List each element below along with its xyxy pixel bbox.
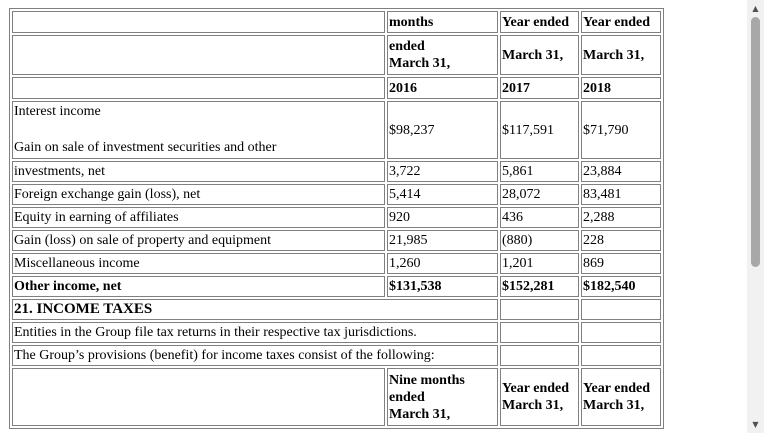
table-row: Interest income Gain on sale of investme…	[12, 101, 661, 159]
row-label: Foreign exchange gain (loss), net	[12, 184, 385, 205]
table-row: The Group’s provisions (benefit) for inc…	[12, 345, 661, 366]
scrollbar-thumb[interactable]	[751, 17, 760, 267]
column-header: Year ended	[581, 11, 661, 33]
column-header: 2017	[500, 77, 579, 99]
table-cell: 436	[500, 207, 579, 228]
table-row: ended March 31, March 31, March 31,	[12, 35, 661, 75]
column-header: Year ended March 31,	[500, 368, 579, 426]
table-row: Nine months ended March 31, Year ended M…	[12, 368, 661, 426]
column-header: ended March 31,	[387, 35, 498, 75]
column-header: March 31,	[500, 35, 579, 75]
scroll-down-icon[interactable]: ▼	[752, 420, 759, 429]
table-cell: 2,288	[581, 207, 661, 228]
column-header: 2018	[581, 77, 661, 99]
row-label-gain: Gain on sale of investment securities an…	[14, 140, 277, 155]
table-cell	[581, 345, 661, 366]
table-cell	[12, 77, 385, 99]
total-label: Other income, net	[12, 276, 385, 297]
table-row: Foreign exchange gain (loss), net 5,414 …	[12, 184, 661, 205]
row-label: Gain (loss) on sale of property and equi…	[12, 230, 385, 251]
table-row: investments, net 3,722 5,861 23,884	[12, 161, 661, 182]
row-label: Miscellaneous income	[12, 253, 385, 274]
table-row: Gain (loss) on sale of property and equi…	[12, 230, 661, 251]
table-cell: 21,985	[387, 230, 498, 251]
table-row: Miscellaneous income 1,260 1,201 869	[12, 253, 661, 274]
table-cell	[12, 35, 385, 75]
column-header: March 31,	[581, 35, 661, 75]
table-cell	[12, 11, 385, 33]
table-row: months Year ended Year ended	[12, 11, 661, 33]
column-header: Nine months ended March 31,	[387, 368, 498, 426]
note-text: The Group’s provisions (benefit) for inc…	[12, 345, 498, 366]
vertical-scrollbar[interactable]: ▲ ▼	[747, 0, 764, 433]
table-cell: 228	[581, 230, 661, 251]
table-cell: 3,722	[387, 161, 498, 182]
income-table: months Year ended Year ended ended March…	[9, 8, 664, 429]
total-cell: $182,540	[581, 276, 661, 297]
total-cell: $152,281	[500, 276, 579, 297]
row-label-interest: Interest income	[14, 104, 101, 119]
table-cell: 1,201	[500, 253, 579, 274]
table-cell: 5,414	[387, 184, 498, 205]
table-cell: 28,072	[500, 184, 579, 205]
note-text: Entities in the Group file tax returns i…	[12, 322, 498, 343]
table-row: Entities in the Group file tax returns i…	[12, 322, 661, 343]
row-label: Equity in earning of affiliates	[12, 207, 385, 228]
column-header: Year ended	[500, 11, 579, 33]
column-header: 2016	[387, 77, 498, 99]
table-cell	[500, 322, 579, 343]
table-cell	[581, 299, 661, 320]
table-cell: 5,861	[500, 161, 579, 182]
table-cell: 869	[581, 253, 661, 274]
table-cell: $98,237	[387, 101, 498, 159]
column-header: Year ended March 31,	[581, 368, 661, 426]
scroll-up-icon[interactable]: ▲	[752, 4, 759, 13]
table-cell: 920	[387, 207, 498, 228]
row-label: Interest income Gain on sale of investme…	[12, 101, 385, 159]
table-row: 2016 2017 2018	[12, 77, 661, 99]
table-cell: 23,884	[581, 161, 661, 182]
table-cell	[500, 299, 579, 320]
table-cell: 83,481	[581, 184, 661, 205]
table-row: 21. INCOME TAXES	[12, 299, 661, 320]
column-header: months	[387, 11, 498, 33]
row-label: investments, net	[12, 161, 385, 182]
table-cell	[500, 345, 579, 366]
table-row: Other income, net $131,538 $152,281 $182…	[12, 276, 661, 297]
total-cell: $131,538	[387, 276, 498, 297]
table-row: Equity in earning of affiliates 920 436 …	[12, 207, 661, 228]
section-title: 21. INCOME TAXES	[12, 299, 498, 320]
table-cell: $71,790	[581, 101, 661, 159]
table-cell	[12, 368, 385, 426]
table-cell	[581, 322, 661, 343]
table-cell: 1,260	[387, 253, 498, 274]
table-cell: (880)	[500, 230, 579, 251]
table-cell: $117,591	[500, 101, 579, 159]
